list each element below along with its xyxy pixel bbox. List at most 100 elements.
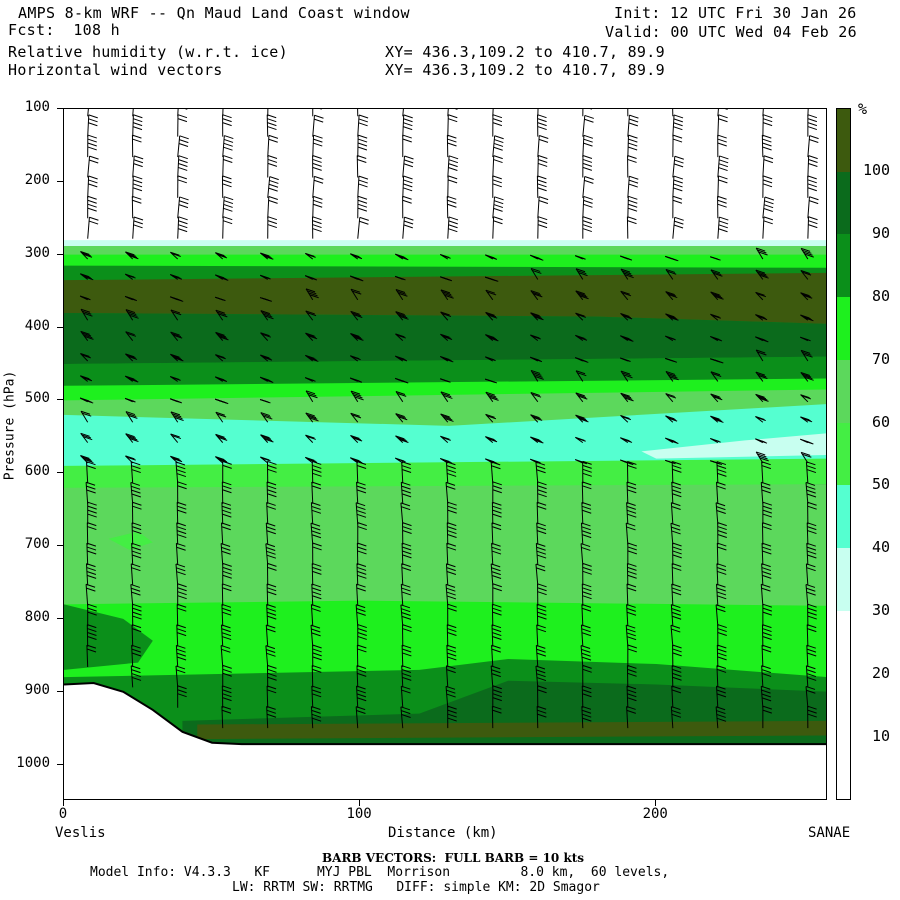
wind-barb-flag <box>312 472 322 477</box>
wind-barb-flag <box>221 505 232 510</box>
wind-barb-flag <box>80 455 90 459</box>
cross-section-coords-rh: XY= 436.3,109.2 to 410.7, 89.9 <box>385 43 665 61</box>
wind-barb-flag <box>531 313 542 318</box>
wind-barb-flag <box>131 644 141 649</box>
wind-barb-flag <box>800 292 810 297</box>
wind-barb-flag <box>807 114 818 119</box>
wind-barb-flag <box>803 294 813 299</box>
wind-barb-flag <box>357 542 367 547</box>
wind-barb-flag <box>396 436 406 441</box>
wind-barb-shaft <box>260 310 269 321</box>
wind-barb-flag <box>219 400 229 405</box>
wind-barb-flag <box>806 542 816 547</box>
wind-barb-flag <box>581 648 591 653</box>
wind-barb-flag <box>448 175 458 180</box>
wind-barb-shaft <box>87 176 90 198</box>
wind-barb-flag <box>762 175 773 180</box>
wind-barb-flag <box>717 142 727 147</box>
wind-barb-shaft <box>485 289 494 301</box>
wind-barb-flag <box>808 216 818 221</box>
wind-barb-flag <box>716 567 727 571</box>
wind-barb-shaft <box>710 269 719 280</box>
wind-barb-shaft <box>492 135 496 158</box>
wind-barb-flag <box>491 542 501 547</box>
wind-barb-flag <box>177 118 188 123</box>
wind-barb-shaft <box>400 584 404 606</box>
wind-barb-flag <box>306 253 316 258</box>
wind-barb-flag <box>308 292 318 297</box>
wind-barb-flag <box>756 451 766 456</box>
wind-barb-flag <box>401 485 411 490</box>
wind-barb-flag <box>86 563 96 568</box>
wind-barb-flag <box>582 155 593 159</box>
wind-barb-flag <box>531 415 542 420</box>
wind-barb-flag <box>312 562 322 567</box>
y-tick-mark <box>57 399 63 401</box>
wind-barb-flag <box>537 162 548 167</box>
wind-barb-flag <box>669 376 679 381</box>
wind-barb-flag <box>260 354 270 359</box>
wind-barb-flag <box>448 155 459 160</box>
wind-barb-flag <box>402 628 412 633</box>
wind-barb-flag <box>222 179 232 184</box>
wind-barb-flag <box>447 656 457 661</box>
wind-barb-flag <box>807 709 817 714</box>
wind-barb-flag <box>582 481 592 486</box>
wind-barb-flag <box>531 291 542 296</box>
wind-barb-flag <box>446 648 457 653</box>
wind-barb-shaft <box>221 522 224 545</box>
wind-barb-flag <box>401 608 411 613</box>
wind-barb-flag <box>807 501 817 506</box>
wind-barb-flag <box>171 333 182 338</box>
wind-barb-shaft <box>490 665 494 688</box>
wind-barb-flag <box>762 501 773 506</box>
wind-barb-flag <box>441 334 451 339</box>
wind-barb-flag <box>575 268 586 273</box>
wind-barb-flag <box>403 179 413 184</box>
wind-barb-flag <box>313 195 323 200</box>
wind-barb-flag <box>492 501 502 506</box>
wind-barb-flag <box>669 440 679 444</box>
wind-barb-flag <box>582 464 592 469</box>
wind-barb-flag <box>582 509 592 514</box>
wind-barb-flag <box>222 122 232 127</box>
wind-barb-flag <box>312 460 322 465</box>
wind-barb-flag <box>446 485 456 490</box>
wind-barb-flag <box>762 624 772 629</box>
wind-barb-flag <box>493 146 503 151</box>
wind-barb-shaft <box>175 645 179 668</box>
wind-barb-flag <box>485 436 495 441</box>
wind-barb-flag <box>401 481 411 486</box>
wind-barb-flag <box>125 251 135 256</box>
wind-barb-flag <box>671 530 681 535</box>
wind-barb-flag <box>357 644 367 649</box>
wind-barb-flag <box>266 547 276 551</box>
wind-barb-flag <box>757 439 768 444</box>
wind-barb-flag <box>626 583 637 588</box>
wind-barb-flag <box>171 376 181 381</box>
wind-barb-flag <box>668 374 678 379</box>
wind-barb-flag <box>311 689 322 694</box>
wind-barb-flag <box>533 416 543 421</box>
wind-barb-flag <box>401 468 412 473</box>
wind-barb-shaft <box>620 415 629 423</box>
wind-barb-flag <box>671 689 682 694</box>
wind-barb-flag <box>131 469 141 474</box>
wind-barb-flag <box>532 371 542 376</box>
wind-barb-flag <box>356 509 366 514</box>
wind-barb-flag <box>86 485 96 490</box>
wind-barb-flag <box>806 689 816 694</box>
wind-barb-shaft <box>490 563 494 586</box>
wind-barb-flag <box>313 138 323 143</box>
wind-barb-flag <box>445 685 456 690</box>
wind-barb-flag <box>802 418 813 423</box>
wind-barb-flag <box>263 415 273 420</box>
wind-barb-flag <box>716 668 727 673</box>
wind-barb-flag <box>356 513 367 518</box>
wind-barb-flag <box>761 461 771 466</box>
wind-barb-flag <box>807 183 817 188</box>
wind-barb-flag <box>800 270 810 274</box>
wind-barb-flag <box>312 216 322 221</box>
wind-barb-flag <box>672 138 683 143</box>
wind-barb-flag <box>626 611 637 616</box>
